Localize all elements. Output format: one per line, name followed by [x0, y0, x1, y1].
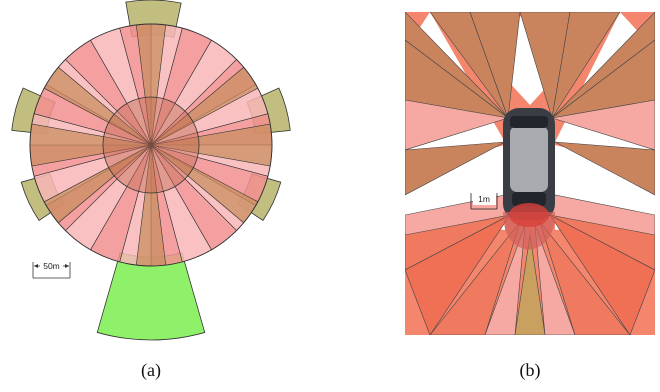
- mid-range-circle: [103, 97, 199, 193]
- car-roof: [510, 126, 548, 192]
- scale-bar-50m: 50m: [33, 261, 70, 278]
- panel-b-close-range: 1m: [405, 12, 655, 335]
- car-top-view: [503, 108, 555, 250]
- scale-label-50m: 50m: [43, 261, 60, 271]
- rear-sensor-highlight: [509, 203, 549, 227]
- scale-label-1m: 1m: [478, 194, 490, 204]
- panel-a-sensor-coverage: 50m: [12, 0, 290, 340]
- caption-a: (a): [141, 360, 161, 381]
- car-windshield: [510, 116, 548, 128]
- caption-b: (b): [520, 360, 541, 381]
